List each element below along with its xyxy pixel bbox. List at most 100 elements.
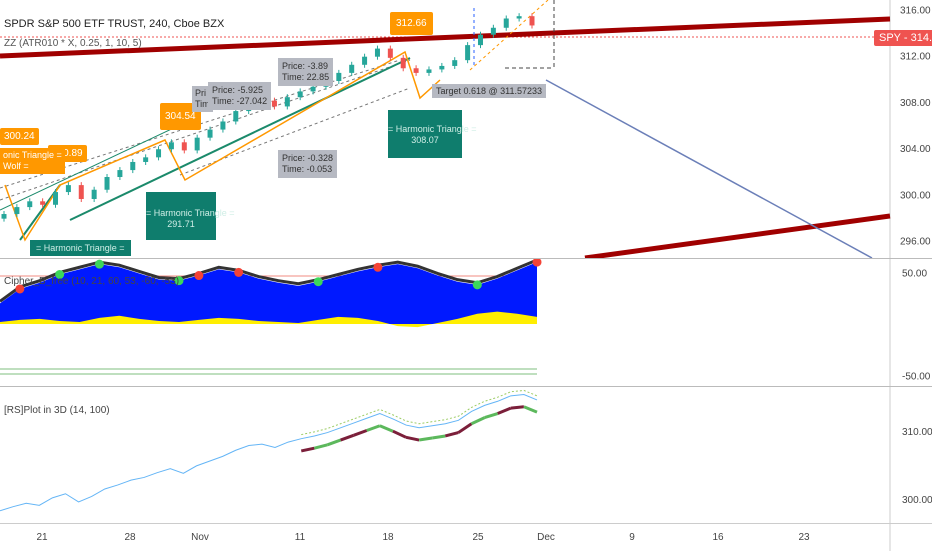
time-axis-label: 16 bbox=[712, 532, 724, 543]
time-axis-svg: 21 28 Nov 11 18 25 Dec 9 16 23 bbox=[36, 524, 891, 551]
price-time-box-4-time: Time: -0.053 bbox=[282, 164, 333, 174]
channel-line-a bbox=[0, 59, 411, 201]
price-time-box-2: Price: -5.925 Time: -27.042 bbox=[208, 82, 272, 110]
harmonic-box-mid-line2: 291.71 bbox=[167, 219, 195, 229]
rs-axis-label: 300.00 bbox=[902, 495, 932, 506]
candle-body bbox=[181, 142, 187, 151]
cipher-buy-dot bbox=[94, 259, 104, 269]
price-axis-label: 300.00 bbox=[900, 190, 931, 201]
candle-body bbox=[27, 201, 33, 208]
rs-chart[interactable]: 310.00 300.00 bbox=[0, 387, 932, 523]
candle-body bbox=[297, 91, 303, 98]
candle-body bbox=[168, 142, 174, 150]
zigzag-label-1: 300.24 bbox=[0, 128, 39, 145]
cipher-plot bbox=[0, 258, 538, 328]
price-time-box-4-price: Price: -0.328 bbox=[282, 153, 334, 163]
cipher-sell-dot bbox=[373, 262, 383, 272]
cipher-signal-dots bbox=[15, 257, 542, 294]
candle-body bbox=[503, 18, 509, 28]
candle-body bbox=[143, 157, 149, 162]
pane-separator-2 bbox=[0, 386, 932, 387]
rs-3d-segment bbox=[392, 429, 407, 439]
rs-pane[interactable]: 310.00 300.00 [RS]Plot in 3D (14, 100) bbox=[0, 387, 932, 523]
candle-body bbox=[78, 185, 84, 199]
cipher-buy-dot bbox=[472, 280, 482, 290]
time-axis[interactable]: 21 28 Nov 11 18 25 Dec 9 16 23 bbox=[0, 523, 932, 551]
channel-line-b bbox=[0, 59, 401, 189]
trend-channel-lower bbox=[584, 213, 891, 261]
price-axis-label: 296.00 bbox=[900, 237, 931, 248]
rs-price-line bbox=[0, 393, 538, 512]
candle-body bbox=[310, 86, 316, 92]
candle-body bbox=[271, 100, 277, 107]
rs-3d-segment bbox=[405, 435, 420, 442]
rs-3d-segment bbox=[418, 436, 433, 442]
cipher-buy-dot bbox=[313, 277, 323, 287]
price-time-box-2-price: Price: -5.925 bbox=[212, 85, 264, 95]
price-time-box-3: Price: -3.89 Time: 22.85 bbox=[278, 58, 334, 86]
price-axis-label: 312.00 bbox=[900, 52, 931, 63]
candle-body bbox=[65, 185, 71, 193]
candle-body bbox=[387, 48, 393, 58]
rs-3d-segment bbox=[353, 429, 368, 437]
price-tag-value: 314.45 bbox=[910, 32, 932, 44]
time-axis-label: 9 bbox=[629, 532, 635, 543]
candle-body bbox=[452, 60, 458, 66]
rs-3d-segment bbox=[313, 443, 328, 450]
time-axis-labels: 21 28 Nov 11 18 25 Dec 9 16 23 bbox=[36, 532, 810, 543]
cipher-money-flow-area bbox=[0, 311, 537, 328]
harmonic-box-bottom: = Harmonic Triangle = bbox=[30, 240, 131, 256]
time-axis-label: 28 bbox=[124, 532, 136, 543]
price-axis-labels: 316.00 312.00 308.00 304.00 300.00 296.00 bbox=[900, 5, 931, 247]
symbol-title: SPDR S&P 500 ETF TRUST, 240, Cboe BZX bbox=[4, 18, 225, 30]
zigzag-label-4: 312.66 bbox=[390, 12, 433, 35]
rs-3d-segment bbox=[510, 405, 525, 410]
harmonic-box-mid-line1: = Harmonic Triangle = bbox=[146, 208, 235, 218]
candle-body bbox=[130, 161, 136, 171]
time-axis-label: 23 bbox=[798, 532, 810, 543]
rs-3d-segment bbox=[300, 446, 315, 453]
harmonic-line-1 bbox=[69, 57, 411, 221]
rs-3d-segment bbox=[366, 424, 381, 432]
cipher-axis-label: 50.00 bbox=[902, 268, 927, 279]
candle-body bbox=[156, 149, 162, 158]
rs-plot bbox=[0, 389, 538, 512]
candle-body bbox=[477, 34, 483, 46]
price-time-box-1-time: Tim bbox=[195, 99, 210, 109]
price-axis-label: 304.00 bbox=[900, 144, 931, 155]
harmonic-box-left: onic Triangle = Wolf = bbox=[0, 148, 65, 174]
cipher-pane[interactable]: 50.00 -50.00 Cipher_B_free (10, 21, 60, 5… bbox=[0, 257, 932, 386]
rs-axis-labels: 310.00 300.00 bbox=[902, 427, 932, 506]
projection-line bbox=[545, 79, 873, 259]
rs-3d-segment bbox=[379, 424, 394, 433]
price-time-box-3-price: Price: -3.89 bbox=[282, 61, 329, 71]
cipher-chart[interactable]: 50.00 -50.00 bbox=[0, 257, 932, 386]
candle-body bbox=[362, 56, 368, 65]
time-axis-label: 11 bbox=[295, 532, 306, 543]
rs-title: [RS]Plot in 3D (14, 100) bbox=[4, 405, 110, 416]
cipher-wave-line bbox=[0, 258, 538, 303]
candle-body bbox=[233, 111, 239, 122]
last-price-tag: SPY - 314.45 bbox=[874, 30, 932, 46]
time-axis-label: 18 bbox=[382, 532, 394, 543]
target-label: Target 0.618 @ 311.57233 bbox=[432, 84, 547, 98]
rs-3d-segment bbox=[484, 412, 499, 420]
candle-body bbox=[91, 189, 97, 199]
main-price-pane[interactable]: 316.00 312.00 308.00 304.00 300.00 296.00 300… bbox=[0, 0, 932, 261]
price-axis-label: 308.00 bbox=[900, 98, 931, 109]
candle-body bbox=[194, 137, 200, 151]
candle-body bbox=[529, 16, 535, 26]
zz-indicator-title: ZZ (ATR010 * X, 0.25, 1, 10, 5) bbox=[4, 38, 142, 49]
trend-channel-upper bbox=[0, 16, 891, 59]
time-axis-label: 25 bbox=[472, 532, 484, 543]
zigzag-legs bbox=[4, 50, 441, 242]
candle-body bbox=[207, 129, 213, 138]
candle-body bbox=[426, 69, 432, 73]
rs-3d-segment bbox=[523, 405, 538, 414]
cipher-sell-dot bbox=[194, 271, 204, 281]
rs-3d-segment bbox=[326, 438, 342, 447]
harmonic-line-3 bbox=[0, 124, 181, 211]
harmonic-box-right: = Harmonic Triangle = 308.07 bbox=[388, 110, 477, 158]
candle-body bbox=[465, 45, 471, 61]
time-axis-label: Dec bbox=[537, 532, 555, 543]
